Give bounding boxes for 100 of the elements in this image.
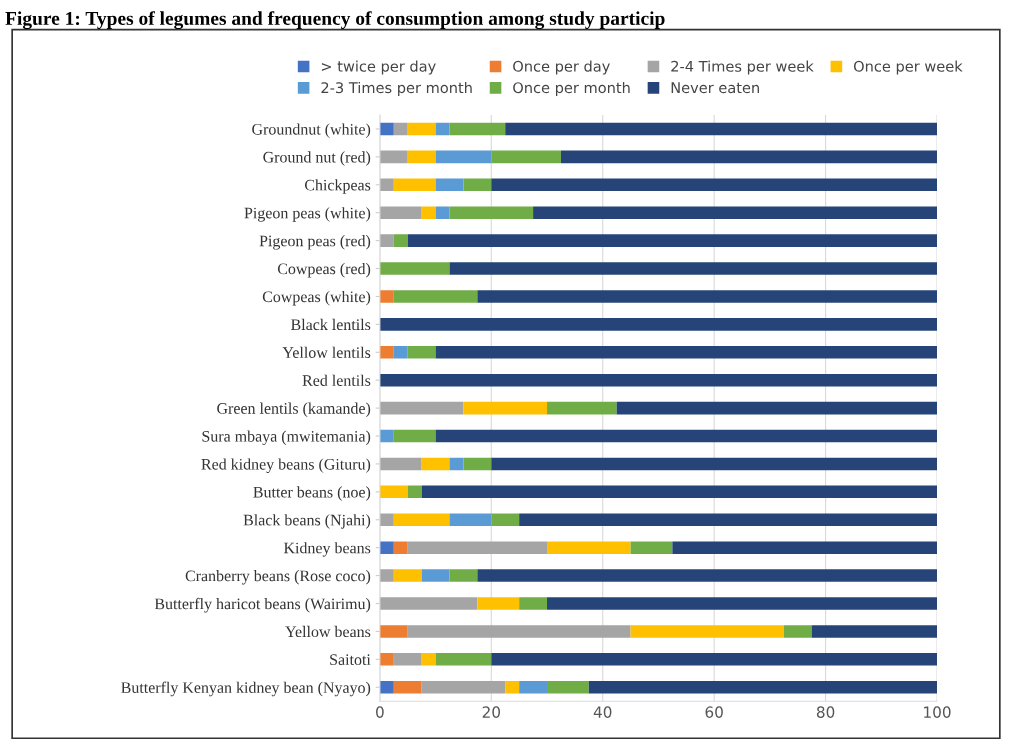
bar	[672, 541, 938, 554]
y-tick-label: Yellow beans	[285, 625, 371, 638]
bar	[588, 680, 938, 694]
bar	[379, 290, 394, 303]
bar	[491, 457, 938, 471]
y-tick-label: Red lentils	[302, 374, 371, 386]
bar	[393, 680, 422, 694]
bar	[393, 178, 436, 192]
bar	[393, 541, 408, 554]
bar	[393, 234, 408, 247]
bar	[491, 178, 938, 192]
bar	[463, 457, 492, 471]
bar	[616, 401, 938, 415]
bar	[393, 653, 422, 666]
bar	[407, 625, 631, 638]
bar	[393, 122, 408, 136]
bar	[393, 429, 436, 443]
y-tick-label: Red kidney beans (Gituru)	[201, 458, 371, 473]
y-tick-label: Cowpeas (white)	[262, 290, 371, 306]
x-tick-label: 40	[593, 706, 612, 718]
y-tick-label: Butterfly haricot beans (Wairimu)	[154, 597, 371, 613]
bar	[463, 178, 492, 192]
bar	[407, 541, 548, 554]
bar	[379, 625, 408, 638]
bar	[519, 597, 548, 610]
y-tick-label: Cowpeas (red)	[277, 262, 371, 278]
bar	[379, 150, 408, 164]
y-tick-label: Butter beans (noe)	[253, 486, 371, 501]
y-tick-label: Green lentils (kamande)	[217, 402, 371, 418]
bar	[421, 485, 938, 499]
legend-label: 2-3 Times per month	[321, 81, 472, 97]
bar	[393, 345, 408, 359]
bar	[491, 150, 561, 164]
bar	[547, 401, 617, 415]
bar	[477, 597, 520, 610]
bar	[379, 485, 408, 499]
bar	[379, 597, 478, 610]
bar	[379, 513, 394, 527]
bar	[393, 290, 478, 303]
y-tick-label: Groundnut (white)	[252, 123, 371, 138]
bar	[477, 569, 938, 582]
bar	[421, 680, 506, 694]
bar	[407, 345, 436, 359]
bar	[435, 653, 492, 666]
bar	[505, 122, 938, 136]
bar	[630, 625, 784, 638]
y-tick-label: Black beans (Njahi)	[243, 514, 371, 529]
bar	[421, 569, 450, 582]
x-tick-label: 0	[376, 706, 384, 718]
bar	[379, 457, 422, 471]
legend-label: Never eaten	[671, 82, 759, 94]
bar	[449, 569, 478, 582]
x-tick-label: 20	[482, 706, 501, 718]
legend-label: > twice per day	[321, 60, 436, 75]
legend-label: 2-4 Times per week	[671, 60, 814, 75]
y-tick-label: Pigeon peas (white)	[244, 207, 371, 222]
bar	[533, 206, 938, 219]
bar	[379, 262, 450, 275]
bar	[393, 513, 450, 527]
bar	[379, 234, 394, 247]
y-tick-label: Black lentils	[291, 318, 371, 331]
bar	[379, 541, 394, 554]
bar	[435, 345, 938, 359]
bar	[435, 429, 938, 443]
bar	[421, 653, 436, 666]
bar	[379, 206, 422, 219]
bar	[547, 597, 938, 610]
legend-label: Once per week	[853, 60, 963, 75]
bar	[491, 653, 938, 666]
bar	[560, 150, 938, 164]
bar	[379, 653, 394, 666]
bar	[407, 122, 436, 136]
bar	[547, 680, 589, 694]
bar	[379, 401, 464, 415]
bar	[477, 290, 938, 303]
bar	[449, 206, 534, 219]
bar	[407, 485, 422, 499]
y-tick-label: Yellow lentils	[282, 346, 371, 358]
bar	[491, 513, 520, 527]
bar	[379, 680, 394, 694]
bar	[407, 234, 938, 247]
x-tick-label: 80	[816, 706, 835, 718]
y-tick-label: Pigeon peas (red)	[259, 235, 371, 250]
legend-label: Once per day	[513, 60, 610, 75]
bar	[547, 541, 631, 554]
y-tick-label: Sura mbaya (mwitemania)	[202, 430, 371, 445]
legend-label: Once per month	[513, 81, 630, 97]
bar	[435, 206, 450, 219]
bar	[519, 513, 938, 527]
y-tick-label: Saitoti	[330, 654, 371, 666]
y-tick-label: Kidney beans	[283, 542, 371, 557]
chart-title: Figure 1: Types of legumes and frequency of consumption among study particip	[5, 11, 665, 30]
bar	[505, 680, 520, 694]
bar	[421, 206, 436, 219]
bar	[435, 122, 450, 136]
bar	[519, 680, 548, 694]
bar	[783, 625, 812, 638]
x-tick-label: 60	[705, 706, 723, 718]
y-tick-label: Cranberry beans (Rose coco)	[185, 570, 371, 585]
bar	[379, 569, 394, 582]
